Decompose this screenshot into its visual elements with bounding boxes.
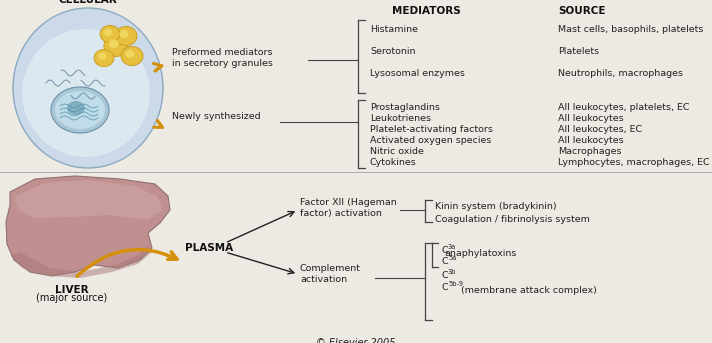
Text: Lysosomal enzymes: Lysosomal enzymes [370,69,465,78]
Text: anaphylatoxins: anaphylatoxins [444,249,516,259]
Ellipse shape [125,50,135,58]
Text: Nitric oxide: Nitric oxide [370,147,424,156]
Polygon shape [10,245,152,278]
Text: C: C [441,246,448,255]
Text: © Elsevier 2005: © Elsevier 2005 [316,338,396,343]
Text: SOURCE: SOURCE [558,6,605,16]
Ellipse shape [94,49,114,67]
Text: All leukocytes, platelets, EC: All leukocytes, platelets, EC [558,103,689,112]
Text: MEDIATORS: MEDIATORS [392,6,461,16]
Ellipse shape [13,8,163,168]
Ellipse shape [115,26,137,46]
Text: 3b: 3b [448,269,456,275]
Ellipse shape [104,36,128,57]
Ellipse shape [55,91,105,129]
Text: C: C [441,257,448,266]
Text: Preformed mediators: Preformed mediators [172,48,273,57]
Text: Kinin system (bradykinin): Kinin system (bradykinin) [435,202,557,211]
Text: C: C [441,271,448,280]
Text: in secretory granules: in secretory granules [172,59,273,68]
Ellipse shape [22,29,150,157]
Ellipse shape [100,25,120,43]
Text: Coagulation / fibrinolysis system: Coagulation / fibrinolysis system [435,215,590,224]
Text: (major source): (major source) [36,293,108,303]
Text: Cytokines: Cytokines [370,158,417,167]
Ellipse shape [121,47,143,66]
Text: Mast cells, basophils, platelets: Mast cells, basophils, platelets [558,25,703,34]
Text: Prostaglandins: Prostaglandins [370,103,440,112]
Text: All leukocytes, EC: All leukocytes, EC [558,125,642,134]
Ellipse shape [67,101,85,115]
Text: 5a: 5a [448,255,456,261]
Ellipse shape [104,28,112,36]
Text: Activated oxygen species: Activated oxygen species [370,136,491,145]
Text: CELLULAR: CELLULAR [58,0,117,5]
Text: Histamine: Histamine [370,25,418,34]
Text: All leukocytes: All leukocytes [558,114,624,123]
Text: PLASMA: PLASMA [185,243,233,253]
Text: Leukotrienes: Leukotrienes [370,114,431,123]
Text: activation: activation [300,275,347,284]
Text: 5b-9: 5b-9 [448,281,463,287]
Text: Platelet-activating factors: Platelet-activating factors [370,125,493,134]
Text: LIVER: LIVER [56,285,89,295]
Text: Complement: Complement [300,264,361,273]
Text: Macrophages: Macrophages [558,147,622,156]
Ellipse shape [51,87,109,133]
Text: Newly synthesized: Newly synthesized [172,112,261,121]
Ellipse shape [98,52,106,60]
Text: factor) activation: factor) activation [300,209,382,218]
Text: All leukocytes: All leukocytes [558,136,624,145]
Ellipse shape [120,30,128,38]
Text: Lymphocytes, macrophages, EC: Lymphocytes, macrophages, EC [558,158,710,167]
Polygon shape [6,176,170,276]
Text: 3a: 3a [448,244,456,250]
Text: Neutrophils, macrophages: Neutrophils, macrophages [558,69,683,78]
Ellipse shape [109,39,119,48]
Text: Serotonin: Serotonin [370,47,416,56]
Text: Platelets: Platelets [558,47,599,56]
Text: (membrane attack complex): (membrane attack complex) [461,286,597,295]
Polygon shape [15,180,162,220]
Text: Factor XII (Hageman: Factor XII (Hageman [300,198,397,207]
Text: C: C [441,283,448,292]
